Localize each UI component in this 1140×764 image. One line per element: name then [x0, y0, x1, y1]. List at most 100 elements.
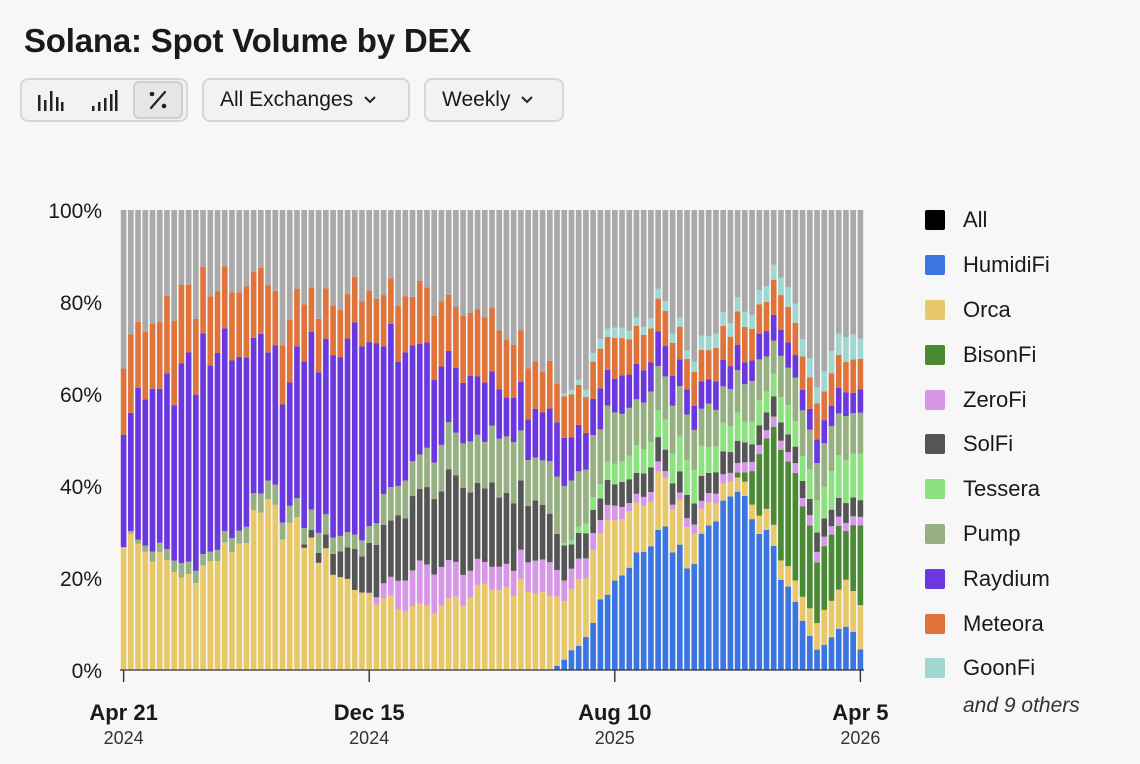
- bar-segment: [799, 410, 806, 457]
- bar-segment: [843, 522, 849, 532]
- legend-item-orca[interactable]: Orca: [925, 288, 1050, 333]
- bar-segment: [583, 636, 589, 670]
- legend-item-tessera[interactable]: Tessera: [925, 467, 1050, 512]
- bar-segment: [792, 601, 799, 670]
- bar-segment: [344, 294, 351, 339]
- bar-segment: [727, 323, 734, 337]
- bar-segment: [807, 358, 813, 378]
- stacked-chart-view-button[interactable]: [79, 81, 129, 119]
- legend-item-pump[interactable]: Pump: [925, 512, 1050, 557]
- exchange-select[interactable]: All Exchanges: [202, 78, 410, 122]
- bar-segment-others: [770, 210, 777, 265]
- bar-segment: [626, 330, 633, 340]
- bar-segment: [676, 326, 683, 360]
- bar-segment: [835, 628, 842, 670]
- legend-item-zerofi[interactable]: ZeroFi: [925, 377, 1050, 422]
- bar-segment: [778, 277, 784, 296]
- bar-segment: [156, 388, 163, 543]
- bar-segment: [597, 533, 604, 600]
- bar-segment: [185, 574, 192, 670]
- bar-segment-others: [799, 210, 806, 340]
- bar-segment: [323, 548, 329, 670]
- period-select[interactable]: Weekly: [424, 78, 564, 122]
- bar-segment: [583, 558, 589, 579]
- legend-item-solfi[interactable]: SolFi: [925, 422, 1050, 467]
- bar-segment: [323, 514, 329, 535]
- bar-segment: [640, 473, 647, 497]
- bar-segment: [850, 525, 856, 592]
- bar-segment: [575, 532, 582, 559]
- bar-segment-others: [828, 210, 835, 351]
- bar-chart-view-button[interactable]: [25, 81, 75, 119]
- y-tick-label: 0%: [72, 660, 102, 683]
- bar-segment: [597, 388, 604, 430]
- bar-segment: [770, 264, 777, 280]
- bar-segment: [713, 472, 719, 494]
- bar-segment: [431, 379, 438, 463]
- bar-segment: [626, 455, 633, 480]
- bar-segment: [611, 412, 618, 464]
- bar-segment: [756, 454, 763, 516]
- legend-item-humidifi[interactable]: HumidiFi: [925, 243, 1050, 288]
- legend-item-meteora[interactable]: Meteora: [925, 601, 1050, 646]
- bar-segment: [655, 331, 661, 367]
- legend-item-raydium[interactable]: Raydium: [925, 556, 1050, 601]
- bar-segment: [713, 381, 719, 410]
- percent-view-button[interactable]: [133, 81, 183, 119]
- bar-segment: [778, 330, 784, 356]
- bar-segment: [149, 561, 156, 670]
- bar-segment-others: [525, 210, 531, 369]
- bar-segment: [821, 391, 828, 421]
- percent-icon: [149, 90, 167, 110]
- bar-segment: [640, 506, 647, 552]
- legend-item-all[interactable]: All: [925, 198, 1050, 243]
- bar-segment: [142, 331, 149, 400]
- bar-segment: [503, 339, 510, 398]
- bar-segment: [272, 290, 279, 346]
- bar-segment-others: [229, 210, 235, 293]
- bar-segment-others: [684, 210, 690, 351]
- bar-segment: [265, 499, 271, 670]
- bar-segment: [590, 352, 596, 362]
- bar-segment: [128, 412, 134, 531]
- bar-segment: [662, 471, 669, 478]
- legend-item-bisonfi[interactable]: BisonFi: [925, 332, 1050, 377]
- bar-segment: [561, 485, 568, 544]
- bar-segment: [713, 409, 719, 447]
- bar-segment: [229, 360, 235, 539]
- bar-segment: [366, 526, 373, 543]
- bar-segment: [554, 665, 560, 670]
- bar-segment-others: [250, 210, 257, 273]
- legend-item-goonfi[interactable]: GoonFi: [925, 646, 1050, 691]
- bar-segment: [409, 461, 416, 497]
- legend-more-link[interactable]: and 9 others: [963, 694, 1080, 717]
- y-tick-label: 60%: [60, 384, 102, 407]
- bar-segment: [648, 467, 654, 492]
- bar-segment: [662, 376, 669, 420]
- bar-segment: [474, 434, 481, 483]
- bar-segment-others: [221, 210, 228, 267]
- bar-segment: [684, 460, 690, 495]
- bar-segment: [229, 538, 235, 552]
- bar-segment: [258, 512, 264, 670]
- bar-segment: [669, 504, 676, 510]
- period-select-value: Weekly: [442, 88, 511, 111]
- bar-segment: [843, 579, 849, 627]
- bar-segment: [474, 584, 481, 670]
- bar-segment: [633, 445, 640, 473]
- bar-segment: [705, 350, 712, 380]
- bar-segment: [604, 504, 611, 520]
- bar-segment: [200, 565, 206, 670]
- bar-segment: [424, 487, 430, 565]
- bar-segment-others: [554, 210, 560, 384]
- bar-segment: [705, 336, 712, 351]
- bar-segment-others: [301, 210, 308, 305]
- bar-segment: [821, 536, 828, 547]
- bar-segment: [792, 446, 799, 464]
- legend-swatch: [925, 389, 945, 410]
- bar-segment: [778, 295, 784, 331]
- legend-swatch: [925, 568, 945, 589]
- bar-segment: [330, 305, 336, 356]
- bar-segment: [489, 589, 495, 670]
- bar-segment: [742, 421, 748, 443]
